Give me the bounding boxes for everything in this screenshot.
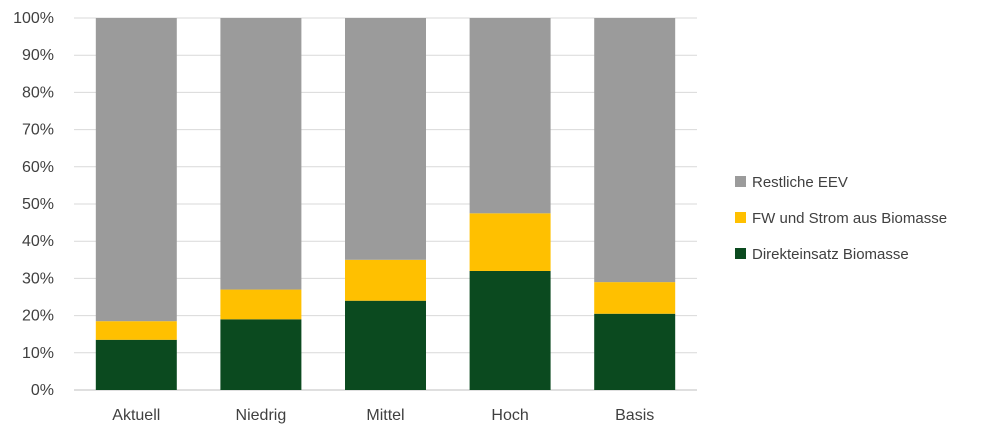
bar-segment-restliche-eev-aktuell — [95, 18, 177, 322]
bar-segment-restliche-eev-niedrig — [220, 18, 302, 290]
y-tick-label: 90% — [22, 47, 54, 64]
y-axis: 0% 10% 20% 30% 40% 50% 60% 70% 80% 90% 100% — [13, 10, 54, 399]
y-tick-label: 0% — [31, 382, 54, 399]
x-tick-label: Niedrig — [236, 407, 287, 424]
legend-label: FW und Strom aus Biomasse — [752, 210, 947, 227]
bar-segment-fw-und-strom-aus-biomasse-basis — [594, 282, 676, 314]
bar-segment-fw-und-strom-aus-biomasse-aktuell — [95, 321, 177, 340]
y-tick-label: 70% — [22, 122, 54, 139]
bars — [95, 18, 676, 390]
x-tick-label: Basis — [615, 407, 654, 424]
x-tick-label: Mittel — [366, 407, 404, 424]
legend-label: Direkteinsatz Biomasse — [752, 246, 909, 263]
bar-segment-fw-und-strom-aus-biomasse-mittel — [345, 259, 426, 301]
bar-segment-fw-und-strom-aus-biomasse-hoch — [469, 213, 551, 271]
legend-swatch — [735, 176, 746, 187]
y-tick-label: 50% — [22, 196, 54, 213]
y-tick-label: 40% — [22, 233, 54, 250]
bar-segment-direkteinsatz-biomasse-aktuell — [95, 339, 177, 390]
bar-segment-fw-und-strom-aus-biomasse-niedrig — [220, 289, 302, 320]
bar-segment-restliche-eev-mittel — [345, 18, 426, 260]
bar-segment-direkteinsatz-biomasse-mittel — [345, 300, 426, 390]
y-tick-label: 100% — [13, 10, 54, 27]
x-axis: Aktuell Niedrig Mittel Hoch Basis — [112, 407, 654, 424]
legend-swatch — [735, 248, 746, 259]
y-tick-label: 30% — [22, 270, 54, 287]
y-tick-label: 80% — [22, 84, 54, 101]
bar-segment-restliche-eev-hoch — [469, 18, 551, 214]
legend: Restliche EEV FW und Strom aus Biomasse Di… — [735, 174, 947, 263]
y-tick-label: 10% — [22, 345, 54, 362]
bar-segment-restliche-eev-basis — [594, 18, 676, 283]
bar-segment-direkteinsatz-biomasse-niedrig — [220, 319, 302, 390]
y-tick-label: 20% — [22, 308, 54, 325]
x-tick-label: Aktuell — [112, 407, 160, 424]
y-tick-label: 60% — [22, 159, 54, 176]
bar-segment-direkteinsatz-biomasse-basis — [594, 313, 676, 390]
legend-label: Restliche EEV — [752, 174, 848, 191]
bar-segment-direkteinsatz-biomasse-hoch — [469, 270, 551, 390]
legend-swatch — [735, 212, 746, 223]
x-tick-label: Hoch — [491, 407, 528, 424]
